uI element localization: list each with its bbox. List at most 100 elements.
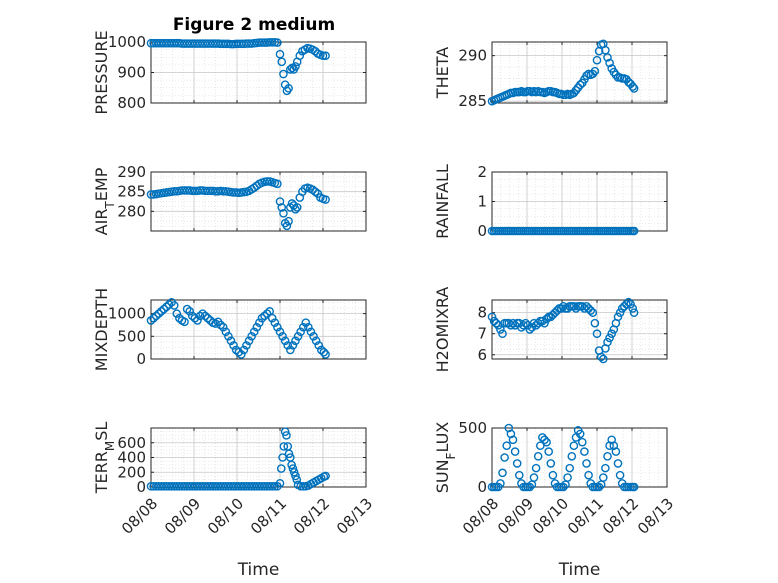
data-point (273, 322, 282, 332)
data-point (275, 49, 285, 59)
data-point (521, 318, 530, 328)
data-point (536, 441, 545, 451)
y-tick-label: 6 (477, 346, 487, 364)
data-point (304, 322, 313, 332)
data-point (559, 302, 568, 311)
data-point (252, 322, 262, 332)
data-point (548, 470, 558, 480)
subplot-h2omixra: 6 7 8 H2OMIXRA (433, 287, 668, 372)
y-tick-label: 290 (117, 163, 146, 181)
data-point (287, 460, 296, 470)
data-point (603, 452, 612, 461)
data-point (247, 332, 256, 341)
data-point (628, 304, 638, 313)
data-point (580, 447, 589, 456)
y-axis-label: MIXDEPTH (92, 288, 111, 371)
y-axis-label: AIRTEMP (92, 167, 117, 235)
data-point (592, 329, 602, 339)
data-point (544, 447, 554, 456)
data-point (321, 195, 330, 204)
y-tick-label: 280 (117, 202, 146, 220)
data-point (242, 341, 251, 350)
data-point (626, 299, 635, 309)
data-point (519, 320, 528, 330)
data-point (575, 429, 585, 439)
data-point (292, 475, 302, 484)
data-point (527, 323, 537, 332)
data-point (510, 447, 520, 456)
data-point (275, 197, 285, 206)
data-point (590, 318, 600, 328)
data-point (498, 329, 507, 339)
tick-marks (150, 300, 367, 360)
series-markers (487, 423, 639, 492)
data-point (584, 470, 593, 480)
y-tick-label: 285 (458, 92, 487, 110)
data-point (629, 84, 639, 93)
minor-grid (492, 172, 667, 231)
data-point (599, 473, 608, 482)
data-point (565, 463, 575, 473)
data-point (224, 332, 233, 341)
data-point (629, 226, 639, 236)
data-point (582, 459, 591, 468)
series-markers (487, 297, 639, 364)
y-tick-label: 0 (136, 350, 146, 368)
y-axis-label: PRESSURE (92, 30, 111, 114)
y-tick-label: 8 (477, 304, 487, 322)
data-point (575, 80, 585, 90)
data-point (291, 62, 300, 71)
data-point (276, 464, 286, 473)
y-tick-label: 7 (477, 325, 487, 343)
data-point (515, 318, 524, 328)
y-tick-label: 500 (458, 419, 487, 437)
data-point (298, 322, 308, 332)
data-point (198, 309, 207, 318)
data-point (296, 327, 305, 337)
data-point (275, 327, 285, 337)
data-point (578, 437, 587, 447)
data-point (557, 304, 566, 313)
axes-frame (150, 171, 367, 232)
data-point (284, 84, 293, 93)
data-point (200, 311, 210, 321)
data-point (319, 347, 329, 357)
data-point (291, 336, 300, 346)
x-axis-label: Time (558, 560, 601, 580)
data-point (542, 314, 551, 324)
data-point (151, 311, 161, 321)
data-point (525, 325, 535, 334)
data-point (311, 336, 321, 346)
y-tick-label: 600 (117, 434, 146, 452)
data-point (180, 317, 189, 327)
data-point (321, 350, 330, 359)
data-point (321, 51, 330, 61)
data-point (159, 304, 169, 314)
y-axis-label: THETA (433, 47, 452, 99)
y-axis-label: SUNFLUX (433, 422, 458, 494)
data-point (239, 345, 249, 355)
data-point (491, 318, 501, 328)
data-point (221, 327, 231, 337)
data-point (596, 352, 606, 362)
data-point (289, 467, 299, 477)
data-point (288, 464, 298, 473)
data-point (229, 341, 238, 350)
data-point (277, 203, 287, 212)
data-point (321, 471, 330, 481)
y-axis-label: TERRMSL (92, 422, 117, 495)
data-point (270, 318, 280, 327)
data-point (267, 481, 277, 491)
data-point (293, 332, 303, 341)
data-point (306, 327, 316, 337)
y-tick-label: 400 (117, 449, 146, 467)
data-point (559, 482, 568, 492)
subplot-rainfall: 0 1 2 RAINFALL (433, 163, 668, 240)
data-point (314, 341, 324, 350)
data-point (563, 473, 572, 482)
data-point (154, 309, 164, 318)
